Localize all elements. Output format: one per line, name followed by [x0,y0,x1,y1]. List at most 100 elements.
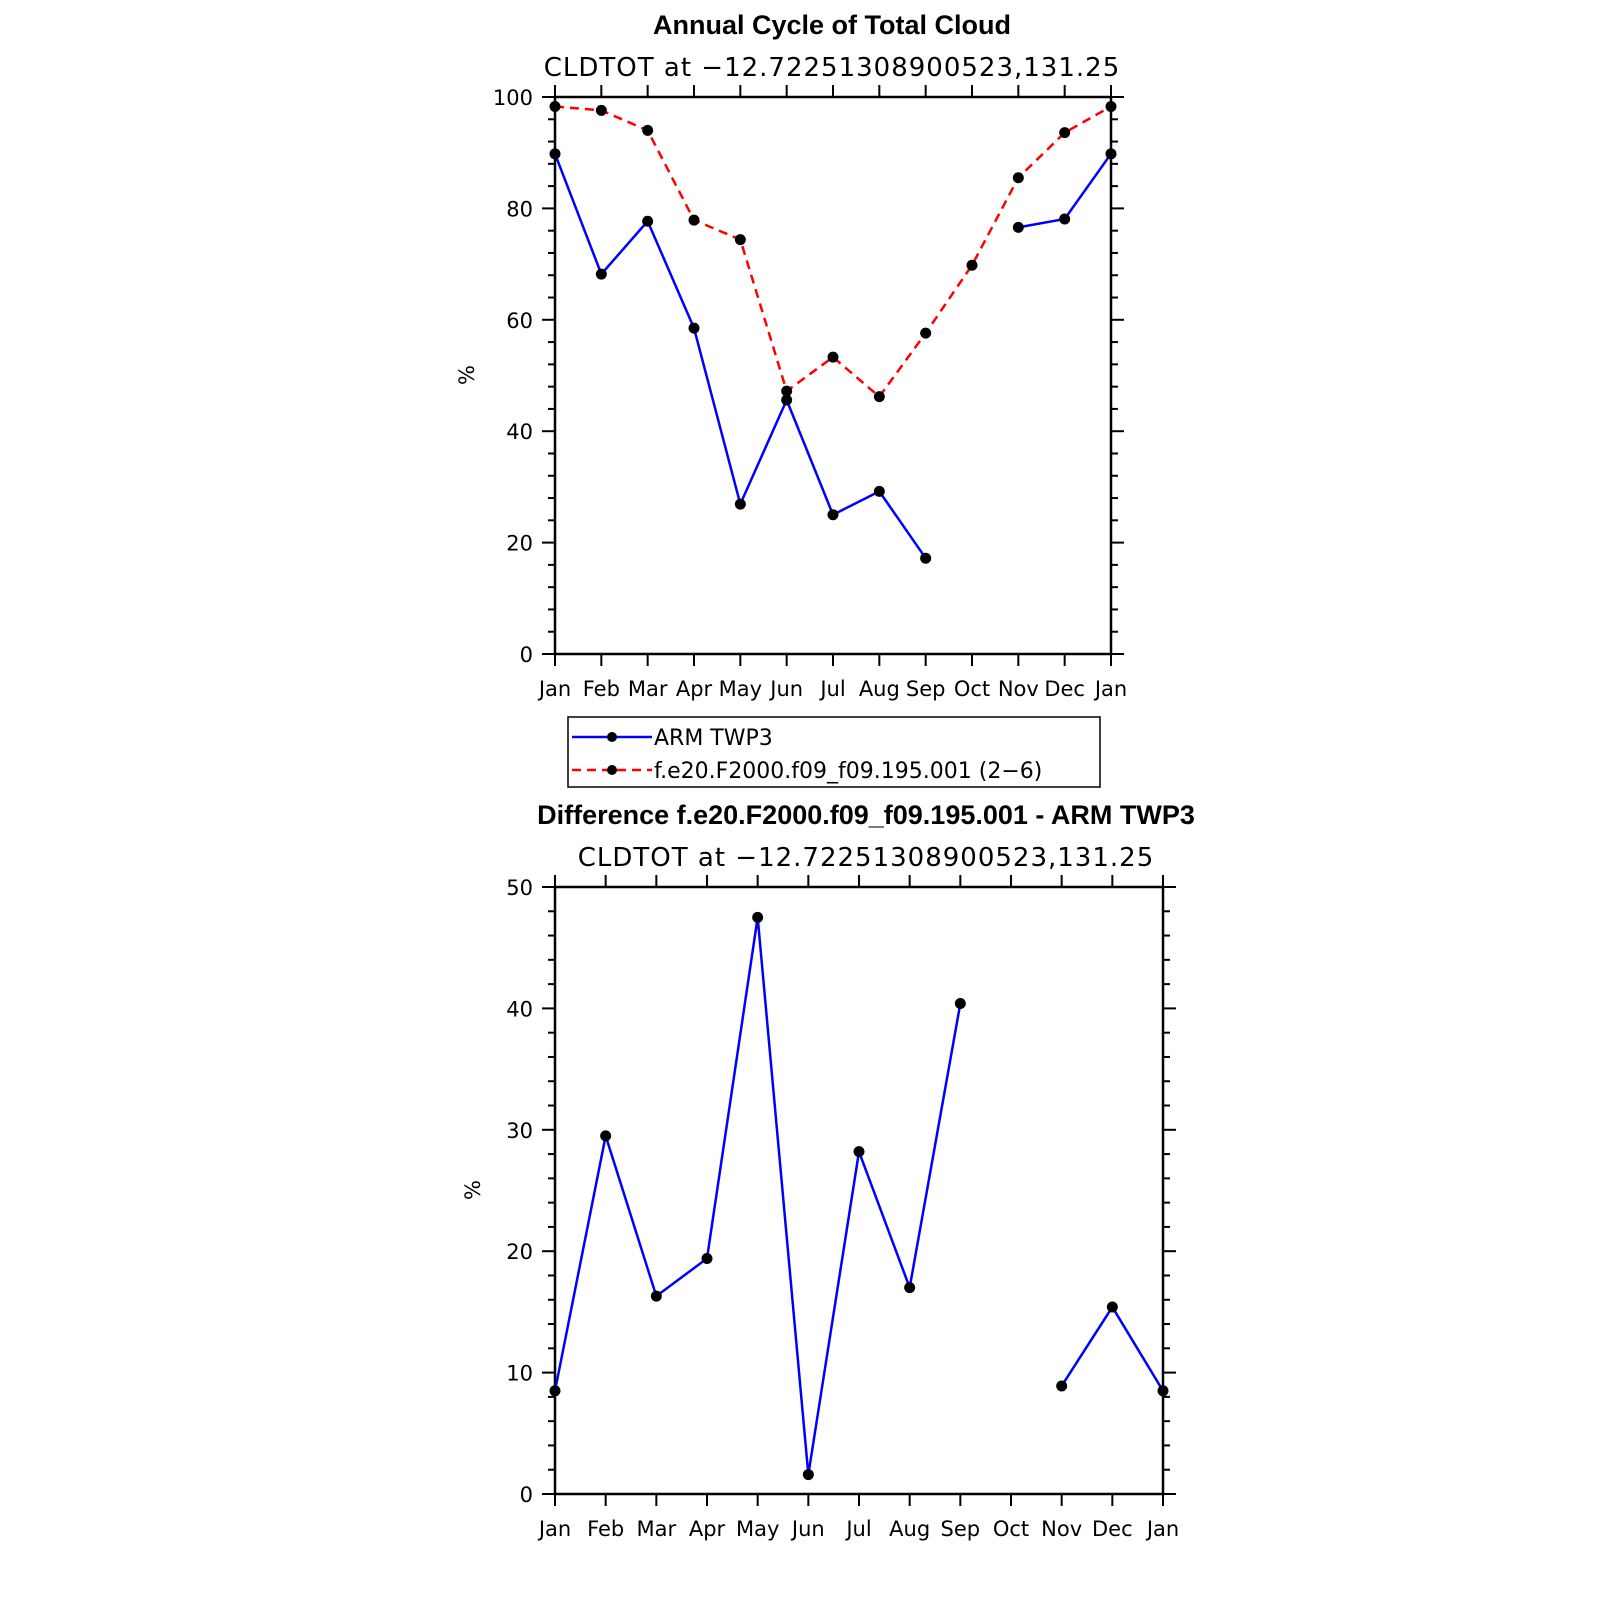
chart1-series-0-line [553,153,927,559]
chart1-series-0-point [734,498,746,510]
chart2-x-tick-label: Dec [1092,1517,1133,1541]
legend-marker-arm [607,732,617,742]
chart1-series-0-point [827,509,839,521]
legend-label-model: f.e20.F2000.f09_f09.195.001 (2−6) [654,759,1042,784]
chart1-series-0 [549,148,1117,564]
chart1-series-0-point [920,552,932,564]
chart2-series-0-line [1060,1304,1165,1392]
chart2-series-0-point [752,911,764,923]
chart2-x-tick-label: Oct [993,1517,1029,1541]
chart1-x-tick-label: Nov [998,677,1039,701]
chart2-axes: Jan Feb Mar Apr May Jun Jul Aug Sep Oct Nov Dec Jan0… [506,875,1179,1541]
chart2-x-tick-label: Mar [637,1517,677,1541]
chart1-y-tick-label: 100 [493,86,533,110]
chart1-subtitle: CLDTOT at −12.72251308900523,131.25 [544,53,1121,83]
chart1-series-0-point [688,322,700,334]
chart2-x-tick-label: Jan [537,1517,571,1541]
chart2-y-tick-label: 30 [506,1119,533,1143]
chart1-y-tick-label: 80 [506,197,533,221]
chart2-title: Difference f.e20.F2000.f09_f09.195.001 -… [537,800,1195,830]
chart2-x-tick-label: Nov [1041,1517,1082,1541]
chart2-series-0-line [553,917,962,1475]
chart1-x-tick-label: Jan [1093,677,1127,701]
chart1-x-tick-label: Oct [954,677,990,701]
legend-box [567,716,1101,788]
chart1-y-tick-label: 0 [520,643,533,667]
chart1-series-0-point [1105,148,1117,160]
chart1-series-1-point [827,351,839,363]
chart2-x-tick-label: Apr [689,1517,726,1541]
chart2-series-0-point [954,998,966,1010]
chart1-y-tick-label: 40 [506,420,533,444]
chart1-x-tick-label: Mar [628,677,668,701]
chart2-series-0-point [1056,1380,1068,1392]
chart-difference: Difference f.e20.F2000.f09_f09.195.001 -… [461,800,1195,1541]
chart2-x-tick-label: Feb [587,1517,624,1541]
chart2-y-tick-label: 0 [520,1483,533,1507]
chart1-series-0-point [781,394,793,406]
chart2-y-tick-label: 50 [506,876,533,900]
chart2-x-tick-label: Jan [1145,1517,1179,1541]
chart1-series-0-point [1059,213,1071,225]
chart1-y-tick-label: 20 [506,532,533,556]
chart2-y-tick-label: 40 [506,997,533,1021]
chart2-series-0 [549,911,1169,1481]
chart2-x-tick-label: Sep [941,1517,981,1541]
chart2-series-0-point [600,1130,612,1142]
chart2-plot-frame [553,885,1165,1496]
chart1-x-tick-label: Aug [859,677,900,701]
chart1-series-1-point [966,259,978,271]
chart1-plot-frame [553,95,1113,656]
chart1-x-tick-label: May [719,677,762,701]
chart2-x-tick-label: May [736,1517,779,1541]
chart1-axes: Jan Feb Mar Apr May Jun Jul Aug Sep Oct Nov Dec Jan0… [493,85,1127,701]
chart1-x-tick-label: Jan [537,677,571,701]
chart1-x-tick-label: Dec [1044,677,1085,701]
chart1-series-0-point [642,215,654,227]
chart1-series-1-point [642,124,654,136]
legend: ARM TWP3 f.e20.F2000.f09_f09.195.001 (2−… [567,716,1101,788]
chart1-series [549,100,1117,564]
chart1-title: Annual Cycle of Total Cloud [653,10,1011,40]
chart2-series-0-point [1157,1385,1169,1397]
chart2-x-tick-label: Jun [790,1517,825,1541]
chart1-y-tick-label: 60 [506,309,533,333]
chart2-series-0-point [701,1252,713,1264]
legend-label-arm: ARM TWP3 [654,726,773,751]
chart1-series-1-point [1059,127,1071,139]
chart1-x-tick-label: Jun [768,677,803,701]
chart2-x-tick-label: Aug [889,1517,930,1541]
chart1-ylabel: % [455,365,479,385]
chart1-x-tick-label: Feb [583,677,620,701]
chart1-series-1-point [1012,172,1024,184]
chart2-series-0-point [802,1469,814,1481]
chart1-series-1-point [873,391,885,403]
chart2-series [549,911,1169,1481]
legend-marker-model [607,765,617,775]
chart1-x-tick-label: Apr [676,677,713,701]
chart2-y-tick-label: 20 [506,1240,533,1264]
chart2-y-tick-label: 10 [506,1362,533,1386]
chart2-ylabel: % [461,1180,485,1200]
chart1-series-1 [549,100,1117,403]
chart1-x-tick-label: Jul [818,677,845,701]
chart1-series-1-point [920,327,932,339]
chart2-series-0-point [853,1146,865,1158]
chart1-series-1-point [734,234,746,246]
chart2-series-0-point [1106,1301,1118,1313]
chart1-series-0-point [873,485,885,497]
chart1-series-0-point [1012,221,1024,233]
chart1-series-1-point [1105,100,1117,112]
chart1-series-1-point [549,100,561,112]
chart2-series-0-point [904,1282,916,1294]
chart-annual-cycle: Annual Cycle of Total Cloud CLDTOT at −1… [455,10,1127,701]
chart1-series-1-point [781,385,793,397]
chart2-subtitle: CLDTOT at −12.72251308900523,131.25 [578,843,1155,873]
chart1-series-1-point [688,214,700,226]
chart2-series-0-point [650,1290,662,1302]
chart1-series-0-point [549,148,561,160]
chart1-series-0-point [595,268,607,280]
chart1-x-tick-label: Sep [906,677,946,701]
chart2-series-0-point [549,1385,561,1397]
